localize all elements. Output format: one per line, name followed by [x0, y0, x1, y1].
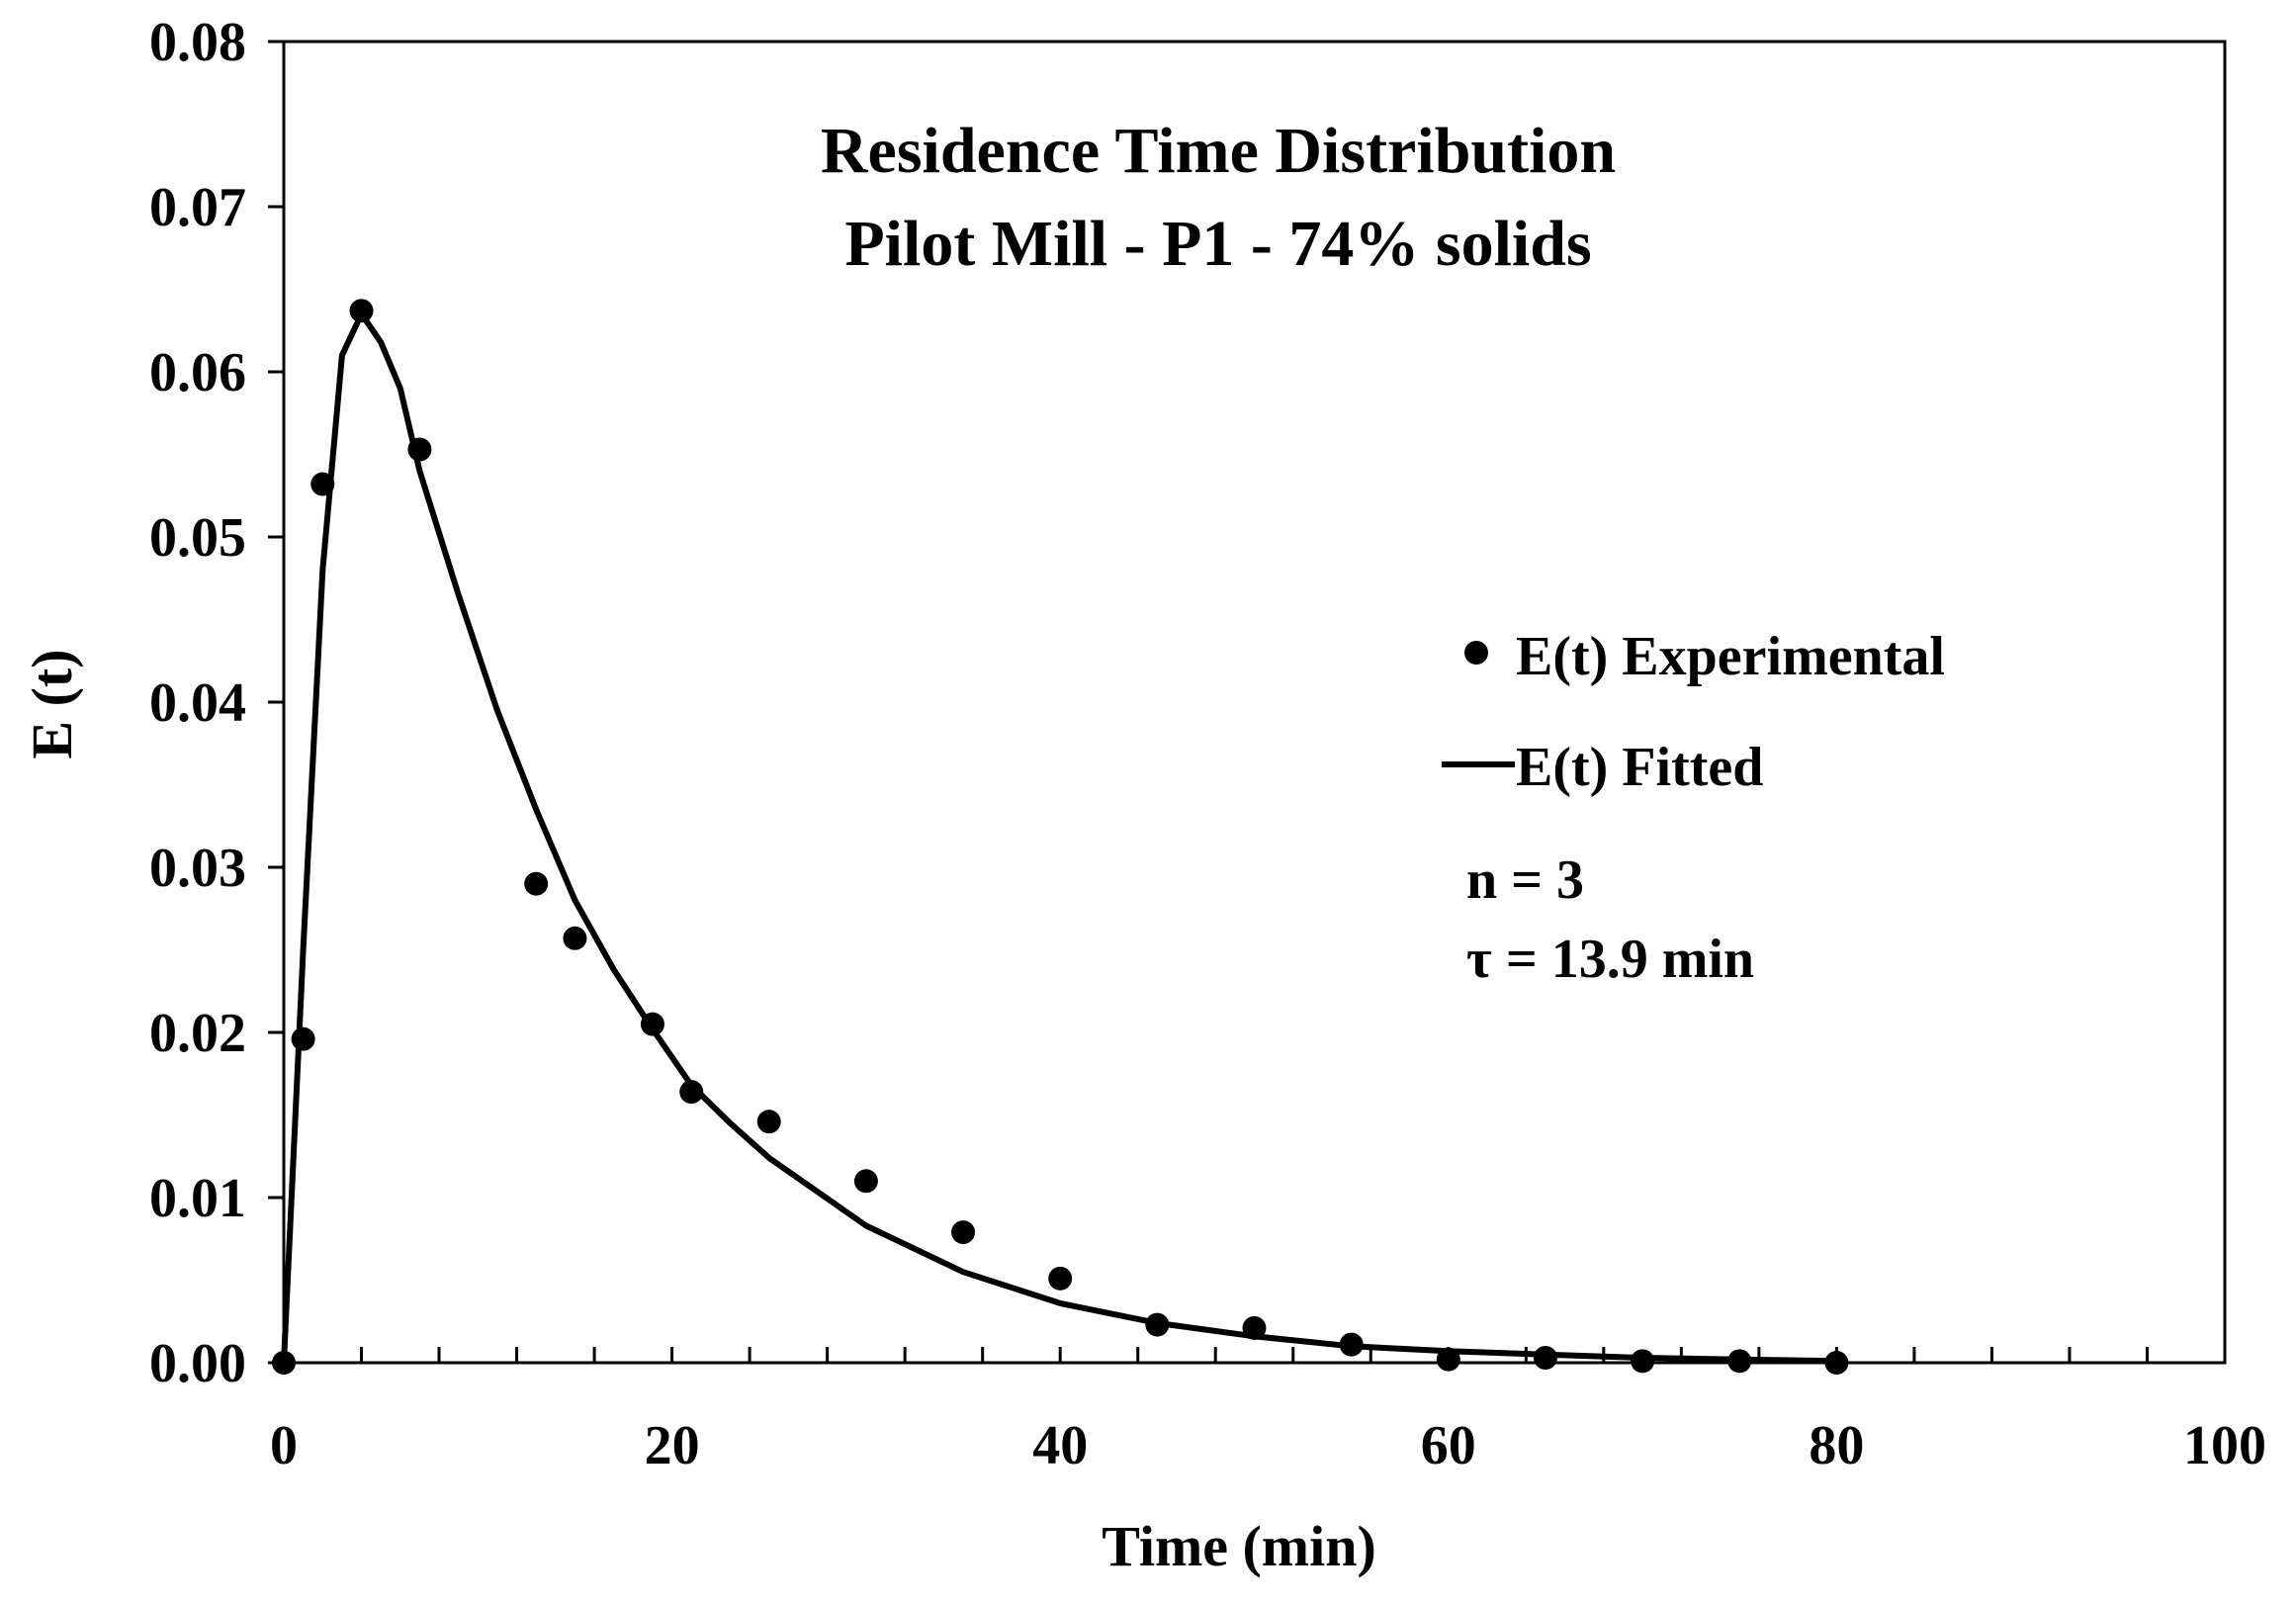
plot-area: [282, 40, 2227, 1365]
experimental-point: [640, 1012, 664, 1036]
experimental-point: [1048, 1266, 1073, 1291]
y-tick-label: 0.07: [149, 177, 246, 238]
x-axis-label: Time (min): [1102, 1514, 1376, 1578]
experimental-point: [1436, 1347, 1460, 1372]
experimental-point: [563, 926, 587, 950]
chart-title-line-1: Residence Time Distribution: [821, 115, 1616, 187]
y-tick-label: 0.08: [149, 12, 246, 73]
x-tick-label: 100: [2183, 1415, 2266, 1476]
experimental-point: [1242, 1315, 1267, 1340]
y-ticks: [268, 40, 284, 1365]
annotation-tau: τ = 13.9 min: [1466, 929, 1754, 990]
experimental-point: [291, 1026, 315, 1051]
experimental-point: [524, 871, 549, 896]
y-tick-label: 0.06: [149, 342, 246, 403]
experimental-point: [1339, 1332, 1364, 1357]
y-axis-label: E (t): [20, 649, 84, 758]
experimental-point: [349, 299, 374, 323]
y-tick-label: 0.02: [149, 1003, 246, 1064]
experimental-point: [272, 1351, 296, 1375]
x-minor-ticks: [360, 1347, 2149, 1363]
experimental-point: [1145, 1312, 1170, 1337]
experimental-point: [1631, 1349, 1655, 1374]
y-tick-label: 0.04: [149, 672, 246, 734]
x-tick-label: 40: [1032, 1415, 1088, 1476]
y-tick-label: 0.05: [149, 507, 246, 569]
x-tick-label: 80: [1809, 1415, 1864, 1476]
experimental-point: [1533, 1345, 1557, 1370]
experimental-point: [407, 437, 432, 462]
y-tick-label: 0.00: [149, 1333, 246, 1394]
y-tick-label: 0.03: [149, 838, 246, 899]
experimental-point: [679, 1080, 704, 1105]
y-tick-labels: 0.00 0.01 0.02 0.03 0.04 0.05 0.06 0.07 0.08: [149, 12, 246, 1394]
x-tick-labels: 0 20 40 60 80 100: [270, 1415, 2266, 1476]
x-tick-label: 20: [645, 1415, 700, 1476]
experimental-point: [310, 472, 335, 496]
chart-title-line-2: Pilot Mill - P1 - 74% solids: [844, 208, 1591, 280]
experimental-point: [1824, 1351, 1849, 1375]
legend-experimental-marker: [1464, 641, 1488, 665]
legend-fitted-label: E(t) Fitted: [1516, 737, 1763, 798]
experimental-point: [1727, 1349, 1752, 1374]
legend: E(t) Experimental E(t) Fitted: [1442, 626, 1945, 798]
experimental-points: [272, 299, 1849, 1375]
fitted-curve-line: [281, 311, 1837, 1365]
experimental-point: [951, 1220, 976, 1245]
x-tick-label: 0: [270, 1415, 298, 1476]
legend-experimental-label: E(t) Experimental: [1516, 626, 1945, 687]
experimental-point: [756, 1110, 781, 1134]
experimental-point: [853, 1169, 878, 1194]
y-tick-label: 0.01: [149, 1168, 246, 1229]
x-tick-label: 60: [1421, 1415, 1476, 1476]
annotation-n: n = 3: [1466, 849, 1584, 911]
